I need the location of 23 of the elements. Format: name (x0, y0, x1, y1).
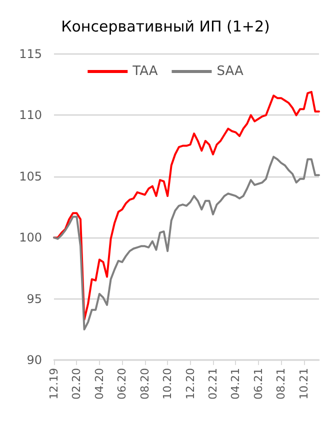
x-tick-label: 10.21 (297, 368, 310, 400)
legend-label: TAA (132, 64, 158, 79)
x-tick-label: 12.20 (184, 368, 197, 400)
y-tick-label: 95 (26, 292, 42, 306)
legend-label: SAA (216, 64, 244, 79)
chart-title: Консервативный ИП (1+2) (61, 18, 270, 36)
x-tick-label: 02.20 (70, 368, 84, 400)
line-series (53, 156, 320, 330)
x-tick-label: 06.21 (252, 368, 265, 400)
x-tick-label: 04.20 (92, 368, 106, 400)
y-tick-label: 100 (19, 230, 42, 245)
y-tick-label: 110 (19, 108, 42, 122)
x-tick-label: 08.21 (274, 368, 288, 400)
x-tick-label: 10.20 (161, 368, 174, 400)
line-series (53, 90, 320, 321)
x-tick-label: 04.21 (229, 368, 242, 400)
x-tick-label: 06.20 (116, 368, 129, 400)
y-tick-label: 115 (19, 47, 42, 61)
y-tick-label: 105 (19, 169, 42, 184)
x-tick-label: 02.21 (206, 368, 220, 400)
x-tick-label: 08.20 (138, 368, 152, 400)
y-tick-label: 90 (26, 353, 42, 367)
x-tick-label: 12.19 (48, 368, 60, 400)
